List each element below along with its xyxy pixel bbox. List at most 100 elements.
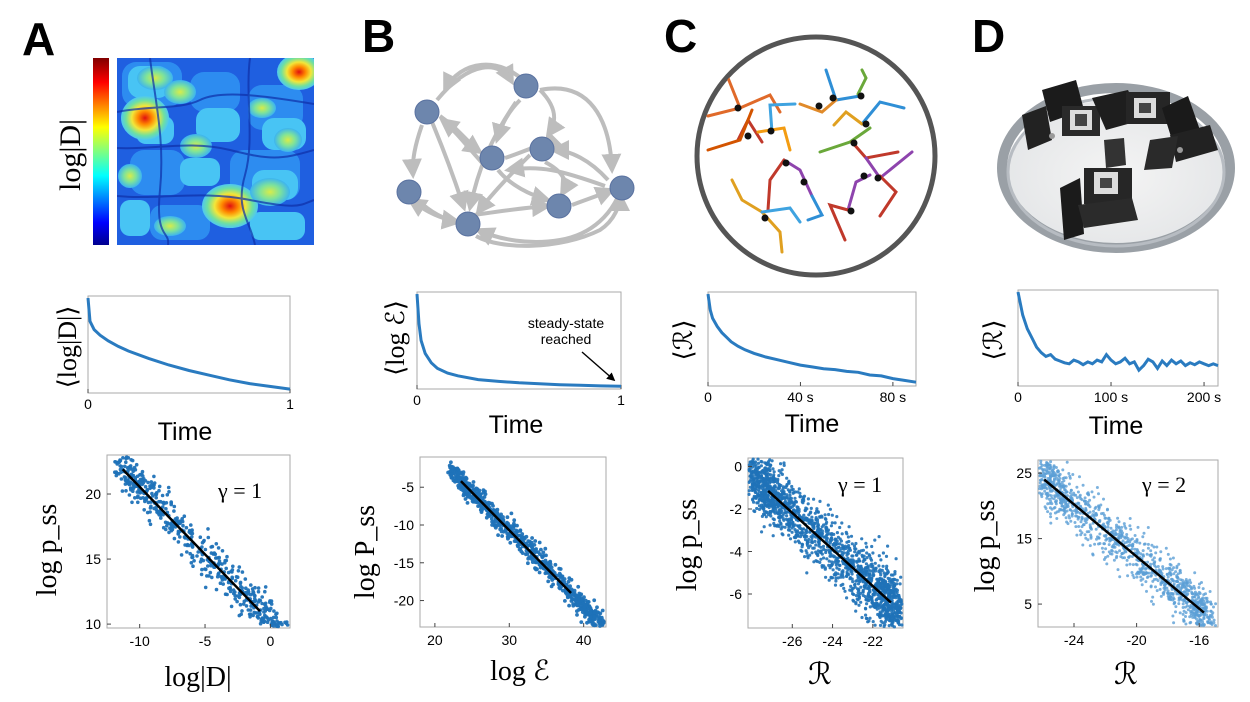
- scatter-point: [830, 538, 834, 542]
- scatter-point: [1153, 560, 1157, 564]
- y-axis-label: log p_ss: [672, 499, 703, 592]
- scatter-point: [1130, 537, 1134, 541]
- scatter-point: [878, 623, 883, 628]
- scatter-point: [447, 463, 452, 468]
- scatter-point: [1164, 546, 1168, 550]
- scatter-point: [166, 521, 171, 526]
- scatter-point: [574, 597, 578, 601]
- scatter-point: [762, 496, 766, 500]
- scatter-point: [874, 604, 878, 608]
- scatter-point: [868, 605, 872, 609]
- scatter-point: [865, 616, 869, 621]
- scatter-point: [1198, 592, 1202, 595]
- scatter-point: [1162, 592, 1166, 596]
- scatter-point: [1189, 606, 1192, 610]
- scatter-point: [787, 525, 791, 529]
- scatter-point: [851, 580, 855, 584]
- scatter-point: [765, 494, 769, 498]
- scatter-point: [1184, 590, 1188, 594]
- scatter-point: [141, 496, 145, 500]
- scatter-point: [1083, 496, 1087, 500]
- scatter-point: [777, 469, 781, 473]
- scatter-point: [890, 624, 895, 628]
- scatter-point: [813, 539, 817, 544]
- scatter-point: [783, 525, 787, 529]
- scatter-point: [505, 531, 509, 536]
- scatter-point: [233, 597, 237, 601]
- scatter-point: [238, 581, 243, 586]
- scatter-point: [891, 580, 895, 584]
- scatter-point: [815, 520, 820, 524]
- network-node: [396, 179, 422, 205]
- heatmap-image: [117, 58, 314, 245]
- scatter-point: [876, 577, 880, 581]
- scatter-point: [570, 592, 575, 597]
- scatter-point: [753, 470, 757, 474]
- scatter-point: [881, 551, 886, 555]
- scatter-point: [809, 506, 813, 510]
- scatter-point: [851, 558, 855, 562]
- scatter-point: [1146, 560, 1150, 564]
- scatter-point: [866, 594, 870, 598]
- scatter-point: [1148, 553, 1152, 557]
- scatter-point: [817, 541, 821, 546]
- scatter-point: [900, 623, 904, 627]
- scatter-point: [481, 490, 486, 495]
- scatter-point: [124, 460, 128, 465]
- scatter-point: [1097, 506, 1101, 510]
- scatter-point: [128, 464, 133, 468]
- scatter-point: [1101, 550, 1105, 554]
- x-tick-label: 0: [1014, 389, 1022, 405]
- scatter-point: [759, 503, 764, 507]
- scatter-point: [853, 547, 857, 551]
- scatter-point: [1102, 558, 1106, 561]
- scatter-point: [206, 527, 210, 531]
- scatter-point: [167, 490, 171, 494]
- heatmap-colorbar-label: log|D|: [54, 119, 87, 191]
- scatter-point: [446, 470, 450, 475]
- scatter-point: [760, 530, 764, 534]
- scatter-point: [149, 485, 154, 490]
- scatter-point: [123, 482, 128, 486]
- scatter-point: [757, 473, 761, 478]
- scatter-point: [866, 564, 871, 568]
- scatter-point: [863, 558, 867, 562]
- x-tick-labels: -26 -24 -22: [782, 624, 883, 649]
- scatter-point: [141, 474, 145, 478]
- scatter-point: [563, 590, 568, 594]
- scatter-point: [837, 567, 841, 572]
- scatter-point: [600, 622, 605, 627]
- scatter-point: [1067, 472, 1071, 475]
- scatter-point: [896, 610, 900, 614]
- scatter-point: [768, 458, 772, 462]
- scatter-point: [264, 604, 268, 609]
- scatter-point: [264, 615, 269, 619]
- panel-letter-b: B: [362, 10, 395, 62]
- scatter-point: [845, 572, 849, 576]
- scatter-point: [526, 556, 531, 561]
- scatter-point: [1151, 602, 1155, 606]
- scatter-point: [1105, 508, 1109, 512]
- scatter-point: [791, 520, 795, 525]
- scatter-point: [255, 611, 260, 615]
- scatter-point: [1185, 593, 1189, 597]
- y-tick-label: -2: [730, 501, 743, 517]
- scatter-point: [1095, 486, 1099, 489]
- scatter-point: [886, 602, 890, 606]
- scatter-point: [1186, 608, 1190, 612]
- y-tick-label: 25: [1016, 465, 1032, 481]
- scatter-point: [1086, 491, 1090, 495]
- scatter-point: [878, 597, 882, 601]
- scatter-point: [263, 589, 267, 594]
- scatter-point: [485, 512, 490, 517]
- scatter-point: [755, 506, 759, 511]
- scatter-point: [1117, 532, 1120, 536]
- scatter-point: [143, 484, 148, 489]
- scatter-point: [785, 476, 789, 480]
- scatter-point: [786, 502, 790, 506]
- scatter-point: [1202, 593, 1206, 597]
- y-tick-label: -20: [394, 593, 414, 609]
- scatter-point: [826, 528, 831, 532]
- scatter-point: [1184, 611, 1188, 615]
- scatter-point: [795, 530, 799, 534]
